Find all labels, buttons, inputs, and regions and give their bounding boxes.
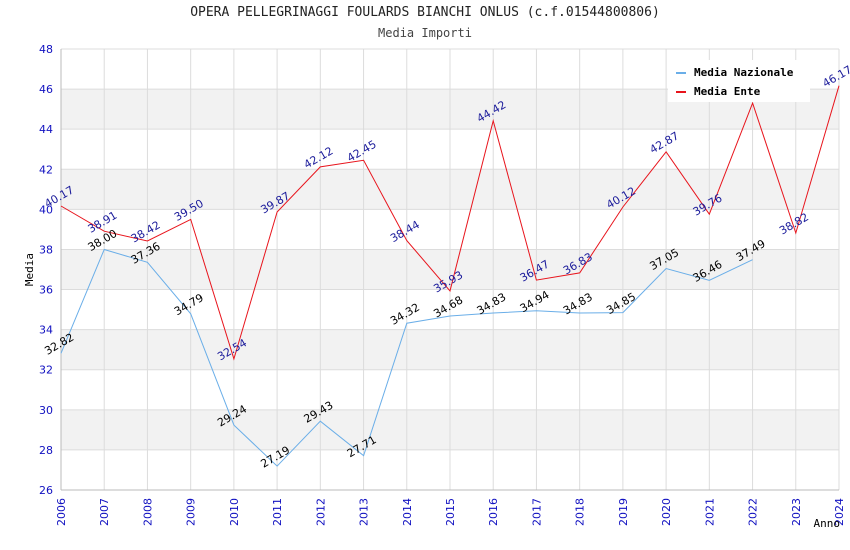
x-tick-label: 2021 (703, 498, 716, 526)
x-tick-label: 2014 (401, 498, 414, 526)
chart-subtitle: Media Importi (378, 26, 472, 40)
x-tick-label: 2009 (185, 498, 198, 526)
y-tick-label: 30 (39, 404, 53, 417)
data-label: 42.12 (302, 144, 336, 171)
series-line-media-nazionale (60, 248, 753, 467)
data-label: 42.87 (647, 129, 681, 156)
y-tick-label: 48 (39, 43, 53, 56)
x-tick-label: 2022 (747, 498, 760, 526)
x-tick-label: 2016 (487, 498, 500, 526)
y-tick-label: 28 (39, 444, 53, 457)
x-tick-label: 2011 (271, 498, 284, 526)
x-tick-label: 2008 (141, 498, 154, 526)
x-tick-label: 2017 (530, 498, 543, 526)
y-tick-label: 36 (39, 284, 53, 297)
x-tick-label: 2012 (314, 498, 327, 526)
y-tick-label: 42 (39, 163, 53, 176)
y-tick-label: 38 (39, 243, 53, 256)
legend-box (668, 60, 810, 102)
x-tick-label: 2015 (444, 498, 457, 526)
data-label: 38.82 (777, 210, 811, 237)
data-label: 34.79 (172, 291, 206, 318)
data-label: 38.44 (388, 218, 422, 245)
y-tick-label: 46 (39, 83, 53, 96)
x-tick-label: 2019 (617, 498, 630, 526)
data-label: 34.83 (561, 290, 595, 317)
x-tick-label: 2006 (55, 498, 68, 526)
chart-title: OPERA PELLEGRINAGGI FOULARDS BIANCHI ONL… (190, 5, 660, 20)
y-tick-label: 40 (39, 203, 53, 216)
x-tick-label: 2020 (660, 498, 673, 526)
y-axis-label: Media (23, 253, 36, 286)
x-tick-label: 2013 (358, 498, 371, 526)
legend-item: Media Nazionale (694, 66, 794, 79)
data-label: 38.42 (129, 219, 163, 246)
x-tick-label: 2018 (574, 498, 587, 526)
x-tick-label: 2023 (790, 498, 803, 526)
y-tick-label: 32 (39, 364, 53, 377)
x-tick-label: 2024 (833, 498, 846, 526)
data-label: 46.17 (820, 63, 850, 90)
data-label: 34.32 (388, 301, 422, 328)
x-tick-label: 2007 (98, 498, 111, 526)
y-tick-label: 26 (39, 484, 53, 497)
x-axis-label: Anno (814, 517, 841, 530)
y-tick-label: 44 (39, 123, 53, 136)
x-tick-label: 2010 (228, 498, 241, 526)
y-tick-label: 34 (39, 324, 53, 337)
series-line-media-ente (60, 85, 840, 361)
legend-item: Media Ente (694, 85, 761, 98)
